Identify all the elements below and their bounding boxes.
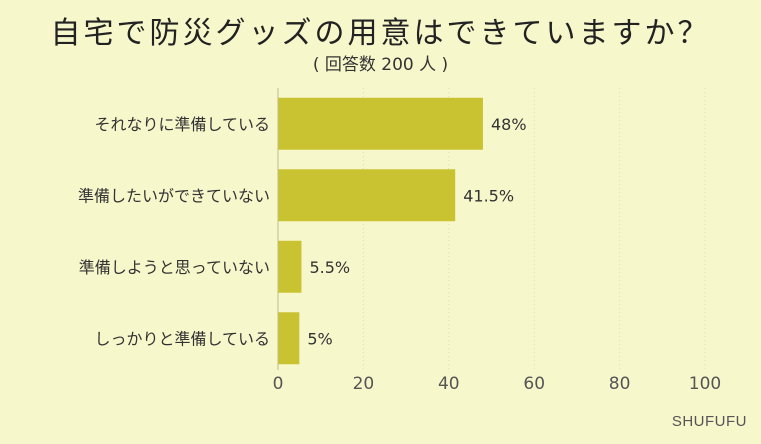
value-label: 41.5% xyxy=(463,186,514,205)
bar xyxy=(278,240,302,293)
x-tick-label: 0 xyxy=(273,374,284,394)
x-tick-label: 80 xyxy=(609,374,631,394)
bar xyxy=(278,312,300,365)
category-label: それなりに準備している xyxy=(94,115,270,134)
x-tick-label: 60 xyxy=(523,374,545,394)
x-tick-label: 100 xyxy=(689,374,721,394)
bar xyxy=(278,169,456,222)
category-label: 準備しようと思っていない xyxy=(79,258,270,277)
value-label: 48% xyxy=(491,115,527,134)
chart-title: 自宅で防災グッズの用意はできていますか？ xyxy=(50,16,711,51)
brand-logo: SHUFUFU xyxy=(671,413,747,430)
chart-subtitle: ( 回答数 200 人 ) xyxy=(312,55,449,75)
x-tick-label: 40 xyxy=(438,374,460,394)
category-label: 準備したいができていない xyxy=(78,186,270,205)
value-label: 5% xyxy=(307,329,332,348)
value-label: 5.5% xyxy=(309,258,350,277)
category-label: しっかりと準備している xyxy=(94,329,270,348)
x-tick-label: 20 xyxy=(353,374,375,394)
bar xyxy=(278,97,483,150)
